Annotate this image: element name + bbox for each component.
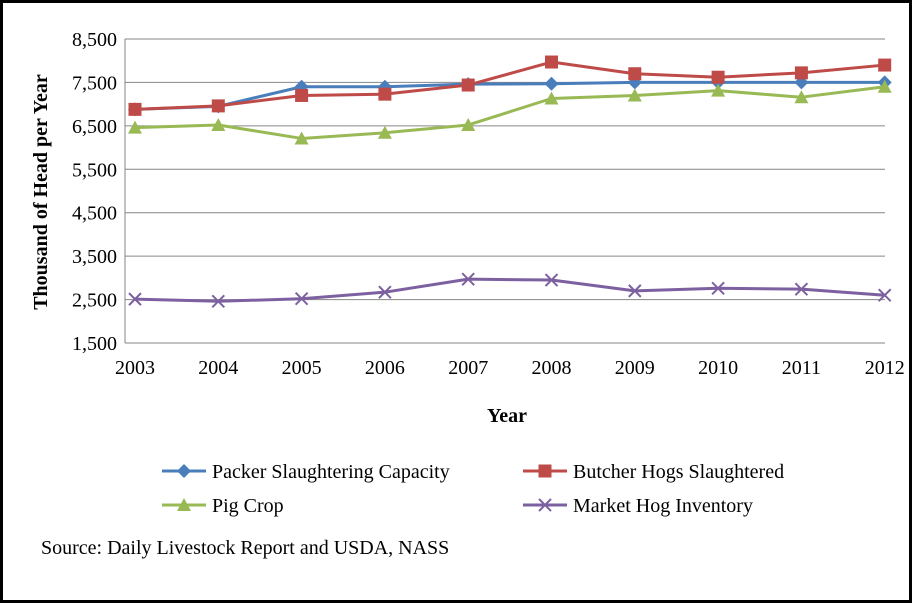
source-note: Source: Daily Livestock Report and USDA,…: [41, 537, 450, 559]
data-point: [544, 76, 559, 91]
legend-marker: [538, 464, 552, 478]
y-tick-label: 7,500: [72, 72, 117, 94]
data-point: [877, 288, 892, 302]
x-tick-label: 2012: [865, 357, 905, 379]
x-tick-label: 2010: [698, 357, 738, 379]
y-tick-label: 3,500: [72, 246, 117, 268]
line-chart: 1,500 2,500 3,500 4,500 5,500 6,500 7,500 8,500…: [30, 29, 905, 517]
data-point: [627, 88, 642, 102]
x-tick-label: 2005: [282, 357, 322, 379]
series-line-2: [134, 85, 885, 140]
y-tick-labels: 1,500 2,500 3,500 4,500 5,500 6,500 7,500 8,500: [72, 29, 117, 355]
data-point: [794, 282, 809, 296]
legend-marker: [538, 498, 552, 512]
data-point: [628, 284, 642, 298]
legend-marker: [177, 464, 191, 478]
y-tick-label: 8,500: [72, 29, 117, 51]
data-point: [711, 83, 726, 97]
series-line-1: [134, 60, 885, 111]
legend-label: Market Hog Inventory: [573, 495, 753, 517]
data-point: [878, 58, 892, 72]
x-tick-label: 2008: [532, 357, 572, 379]
data-point: [461, 78, 475, 92]
data-point: [711, 70, 725, 84]
data-point: [377, 125, 392, 139]
x-tick-labels: 2003 2004 2005 2006 2007 2008 2009 2010 2011 2012: [115, 357, 905, 379]
x-tick-label: 2003: [115, 357, 155, 379]
legend-marker: [177, 498, 191, 511]
legend-item: Market Hog Inventory: [523, 495, 753, 517]
x-tick-label: 2004: [198, 357, 238, 379]
data-point: [461, 272, 475, 286]
series-line-3: [134, 277, 885, 303]
y-tick-label: 6,500: [72, 116, 117, 138]
y-tick-label: 1,500: [72, 333, 117, 355]
data-point: [211, 99, 225, 113]
y-tick-label: 4,500: [72, 203, 117, 225]
y-tick-label: 5,500: [72, 159, 117, 181]
legend: Packer Slaughtering Capacity Butcher Hogs…: [162, 461, 784, 517]
series-markers: [128, 55, 892, 309]
data-point: [544, 273, 559, 287]
data-point: [128, 120, 142, 134]
data-point: [211, 294, 226, 309]
data-point: [628, 67, 642, 81]
series-line-0: [134, 80, 885, 111]
data-point: [128, 102, 142, 116]
data-point: [877, 79, 892, 93]
legend-item: Pig Crop: [162, 495, 284, 517]
data-point: [545, 55, 558, 69]
data-point: [794, 66, 808, 80]
x-tick-label: 2007: [448, 357, 488, 379]
y-tick-label: 2,500: [72, 290, 117, 312]
data-point: [711, 281, 725, 295]
x-tick-label: 2009: [615, 357, 655, 379]
legend-item: Butcher Hogs Slaughtered: [523, 461, 784, 483]
data-point: [294, 291, 309, 306]
x-tick-label: 2011: [782, 357, 821, 379]
data-point: [295, 88, 309, 102]
data-point: [211, 117, 226, 131]
data-point: [294, 131, 309, 145]
data-point: [378, 87, 392, 101]
data-point: [461, 117, 476, 131]
legend-item: Packer Slaughtering Capacity: [162, 461, 450, 483]
legend-label: Pig Crop: [212, 495, 284, 517]
data-point: [128, 292, 142, 306]
y-axis-title: Thousand of Head per Year: [30, 74, 52, 310]
data-point: [794, 90, 809, 104]
data-point: [378, 285, 392, 299]
x-axis-title: Year: [487, 405, 527, 427]
axes: [124, 39, 885, 344]
x-tick-label: 2006: [365, 357, 405, 379]
legend-label: Butcher Hogs Slaughtered: [573, 461, 784, 483]
series-lines: [134, 60, 885, 303]
legend-label: Packer Slaughtering Capacity: [212, 461, 450, 483]
data-point: [544, 91, 559, 105]
